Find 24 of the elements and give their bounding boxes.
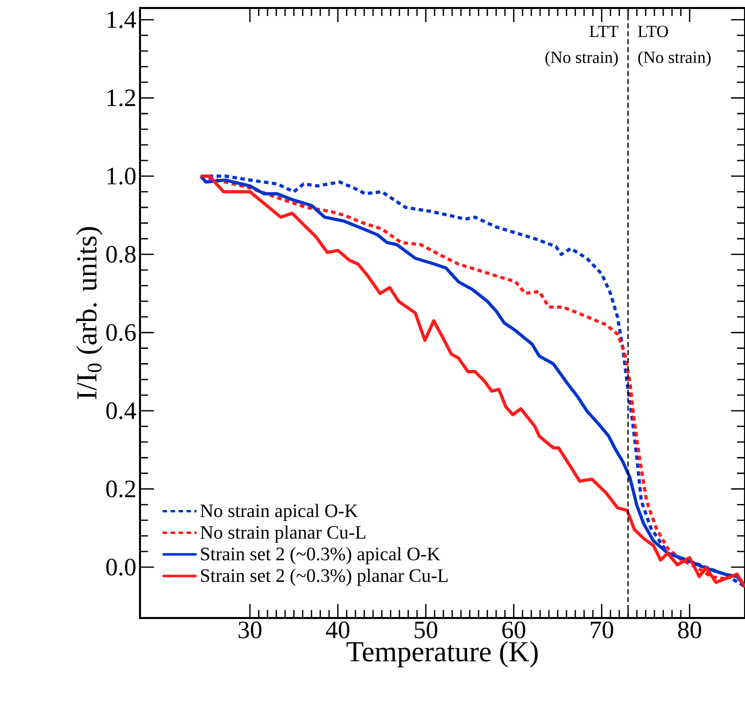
annotation: LTO: [638, 26, 668, 38]
annotation: LTT: [590, 26, 618, 37]
x-tick-label: 80: [678, 622, 702, 638]
legend-label: No strain apical O-K: [200, 504, 358, 522]
x-tick-label: 60: [502, 622, 526, 638]
legend-label: No strain planar Cu-L: [200, 525, 366, 543]
annotation: (No strain): [545, 51, 618, 67]
y-tick-label: 0.0: [106, 558, 136, 576]
y-tick-label: 0.8: [106, 246, 136, 263]
y-tick-label: 0.6: [106, 324, 136, 342]
y-axis-title: I/I$_{0}$ (arb. units): [76, 227, 102, 400]
y-tick-label: 1.2: [108, 90, 136, 106]
x-axis-title: Temperature (K): [346, 641, 538, 668]
x-tick-label: 40: [326, 622, 350, 638]
x-tick-label: 50: [414, 622, 438, 638]
x-tick-label: 70: [590, 622, 614, 638]
y-tick-label: 1.4: [108, 11, 136, 28]
y-tick-label: 0.2: [106, 480, 136, 498]
x-tick-label: 30: [238, 622, 262, 638]
y-tick-label: 1.0: [108, 168, 136, 185]
legend-label: Strain set 2 (~0.3%) planar Cu-L: [201, 568, 448, 586]
y-tick-label: 0.4: [106, 402, 136, 420]
legend-label: Strain set 2 (~0.3%) apical O-K: [201, 547, 440, 564]
annotation: (No strain): [638, 51, 711, 67]
